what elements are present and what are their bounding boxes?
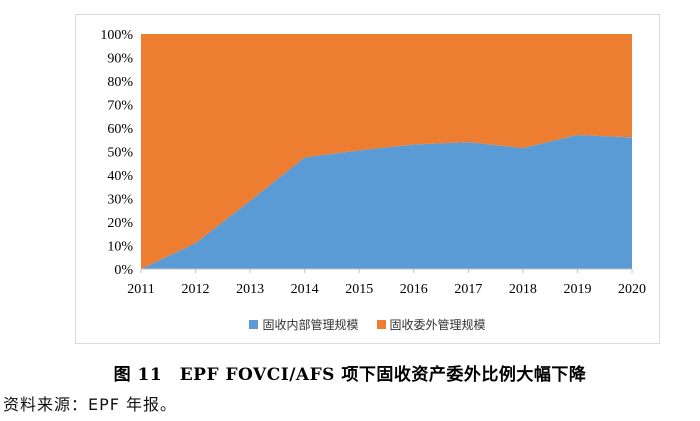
x-tick-label: 2018 <box>509 282 537 297</box>
y-tick-label: 90% <box>107 52 133 67</box>
x-tick-label: 2011 <box>127 282 154 297</box>
y-tick-label: 50% <box>107 146 133 161</box>
x-tick-label: 2020 <box>618 282 646 297</box>
x-tick-label: 2019 <box>563 282 591 297</box>
y-tick-label: 30% <box>107 193 133 208</box>
y-tick-label: 60% <box>107 122 133 137</box>
x-tick-label: 2017 <box>454 282 482 297</box>
area-series-2 <box>141 34 632 269</box>
legend-label-outsourced: 固收委外管理规模 <box>389 318 486 332</box>
y-tick-label: 100% <box>100 28 133 43</box>
y-tick-label: 80% <box>107 75 133 90</box>
y-tick-label: 10% <box>107 240 133 255</box>
source-note: 资料来源：EPF 年报。 <box>3 395 178 414</box>
x-tick-label: 2015 <box>345 282 373 297</box>
area-chart: 0% 10% 20% 30% 40% 50% 60% 70% 80% 90% 100% 2011 20… <box>100 28 646 297</box>
legend-item-internal: 固收内部管理规模 <box>249 316 359 333</box>
chart-frame: 0% 10% 20% 30% 40% 50% 60% 70% 80% 90% 100% 2011 20… <box>75 14 660 344</box>
x-tick-label: 2016 <box>400 282 428 297</box>
y-tick-label: 0% <box>114 263 133 278</box>
legend: 固收内部管理规模 固收委外管理规模 <box>76 316 659 333</box>
legend-label-internal: 固收内部管理规模 <box>262 318 359 332</box>
x-tick-label: 2014 <box>291 282 319 297</box>
y-tick-label: 70% <box>107 99 133 114</box>
figure-caption: 图 11 EPF FOVCI/AFS 项下固收资产委外比例大幅下降 <box>113 365 587 385</box>
x-tick-label: 2012 <box>182 282 210 297</box>
legend-swatch-outsourced <box>376 320 386 329</box>
y-tick-label: 40% <box>107 169 133 184</box>
x-tick-label: 2013 <box>236 282 264 297</box>
legend-item-outsourced: 固收委外管理规模 <box>376 316 486 333</box>
y-tick-label: 20% <box>107 216 133 231</box>
area-series-1 <box>141 135 632 269</box>
legend-swatch-internal <box>249 320 259 329</box>
